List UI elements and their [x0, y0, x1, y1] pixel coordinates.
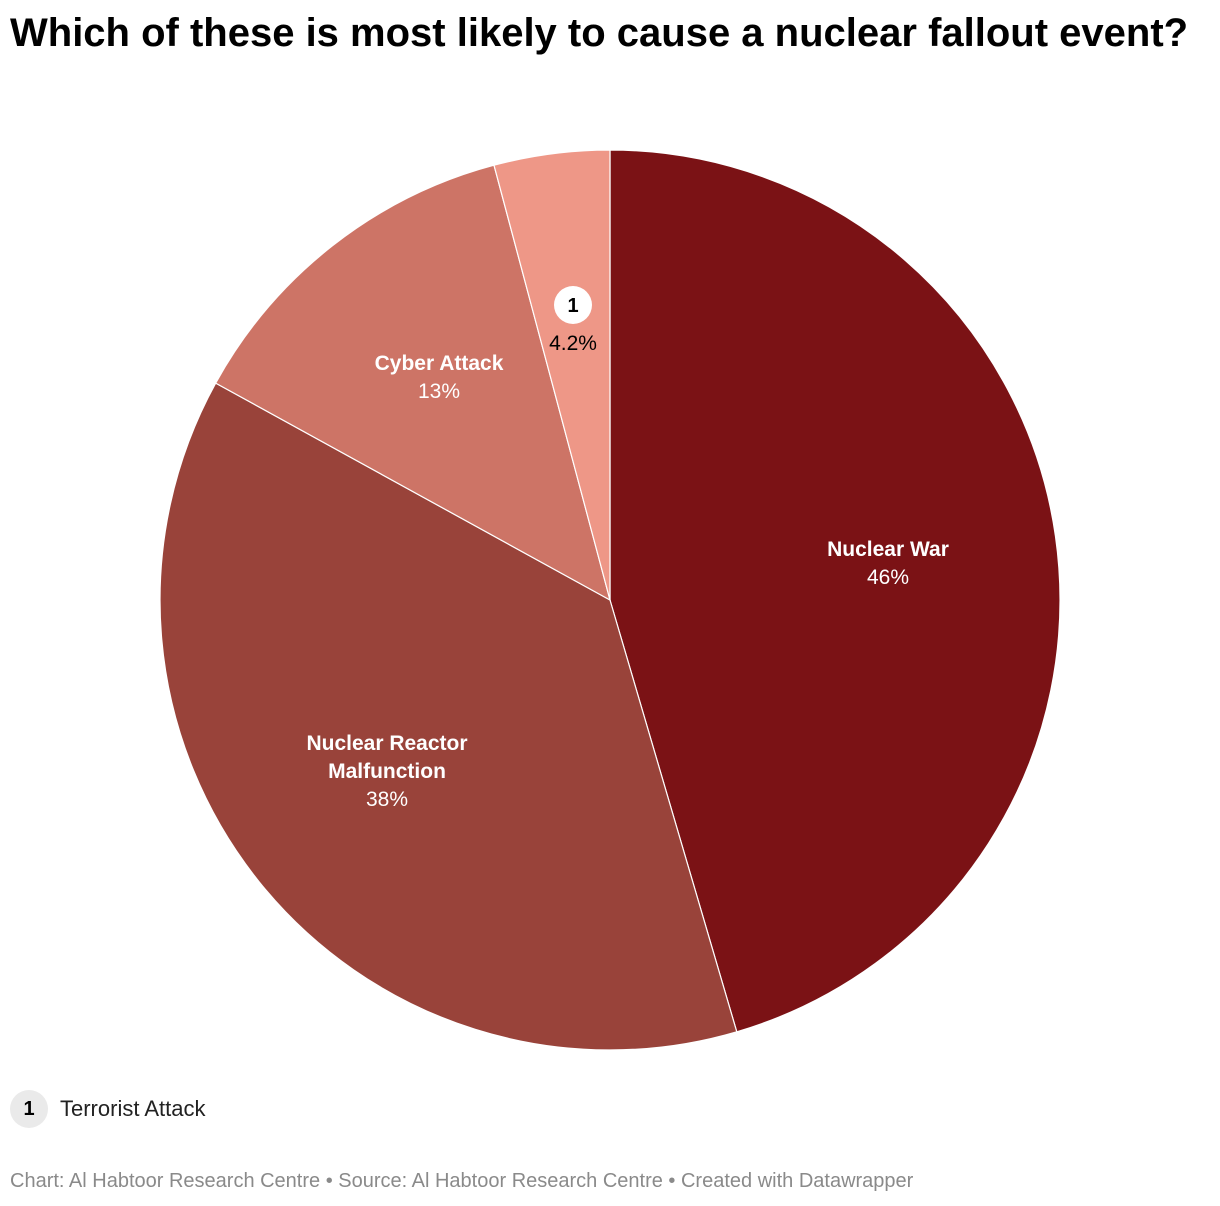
slice-label-terrorist-value: 4.2%	[549, 332, 597, 355]
pie-slice-nuclear-reactor-malfunction	[159, 382, 738, 1051]
pie-slices	[159, 149, 1061, 1051]
legend: 1 Terrorist Attack	[10, 1090, 205, 1128]
slice-label-cyber-attack-value: 13%	[418, 380, 460, 403]
slice-label-reactor-line2: Malfunction	[328, 760, 446, 783]
slice-label-nuclear-war-name: Nuclear War	[827, 538, 949, 561]
pie-slice-terrorist-attack	[493, 149, 611, 601]
pie-slice-cyber-attack	[214, 164, 611, 602]
slice-label-terrorist-attack: 1 4.2%	[549, 286, 597, 355]
slice-label-reactor-malfunction: Nuclear Reactor Malfunction 38%	[306, 732, 467, 811]
terrorist-marker-badge	[554, 286, 592, 324]
slice-label-cyber-attack: Cyber Attack 13%	[375, 352, 504, 403]
legend-label-terrorist-attack: Terrorist Attack	[60, 1096, 206, 1121]
pie-slice-nuclear-war	[609, 149, 1061, 1033]
slice-label-nuclear-war-value: 46%	[867, 566, 909, 589]
slice-label-reactor-value: 38%	[366, 788, 408, 811]
legend-marker-badge: 1	[10, 1090, 48, 1128]
chart-title: Which of these is most likely to cause a…	[10, 11, 1189, 55]
slice-label-cyber-attack-name: Cyber Attack	[375, 352, 504, 375]
terrorist-marker-number: 1	[567, 295, 578, 317]
slice-label-reactor-line1: Nuclear Reactor	[306, 732, 467, 755]
chart-footer: Chart: Al Habtoor Research Centre • Sour…	[10, 1170, 914, 1192]
slice-label-nuclear-war: Nuclear War 46%	[827, 538, 949, 589]
